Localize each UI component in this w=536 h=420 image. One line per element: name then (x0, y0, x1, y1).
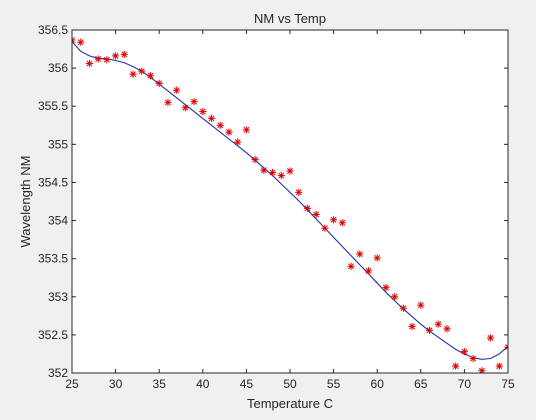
data-point (242, 126, 250, 134)
y-tick-label: 353 (48, 290, 68, 304)
data-point (72, 36, 76, 44)
data-point (452, 362, 460, 370)
y-tick-label: 354.5 (38, 175, 68, 189)
data-point (260, 166, 268, 174)
x-tick-label: 60 (371, 377, 385, 391)
data-point (103, 56, 111, 64)
data-point (181, 104, 189, 112)
data-point (303, 204, 312, 212)
data-point (85, 59, 94, 68)
data-point (425, 326, 434, 334)
data-point (495, 362, 503, 370)
data-point (391, 293, 399, 301)
data-point (155, 79, 163, 87)
y-tick-label: 354 (48, 214, 68, 228)
x-tick-label: 65 (414, 377, 428, 391)
data-point (251, 155, 259, 164)
data-point (486, 334, 495, 342)
chart-title: NM vs Temp (254, 11, 326, 26)
data-point (504, 343, 508, 351)
data-point (277, 171, 285, 180)
tick-layer: 25 30 35 40 45 50 55 60 65 70 75 352 352.5 353 353.5 35… (38, 23, 515, 391)
data-point (408, 322, 416, 331)
data-point (321, 224, 329, 232)
data-point (356, 250, 364, 258)
y-tick-label: 356.5 (38, 23, 68, 37)
x-tick-label: 45 (240, 377, 254, 391)
x-tick-label: 25 (65, 377, 79, 391)
x-tick-label: 40 (196, 377, 210, 391)
data-point (434, 320, 442, 328)
data-point (478, 367, 486, 373)
x-tick-label: 50 (283, 377, 297, 391)
data-point (94, 55, 102, 63)
plot-layer (72, 36, 508, 373)
data-point (138, 67, 146, 75)
y-tick-label: 352 (48, 366, 68, 380)
data-point (146, 72, 155, 80)
x-tick-label: 30 (109, 377, 123, 391)
x-tick-label: 70 (458, 377, 472, 391)
data-point (234, 138, 242, 146)
data-point (207, 114, 216, 123)
data-point (347, 262, 355, 270)
data-point (120, 50, 128, 58)
x-tick-label: 35 (153, 377, 167, 391)
data-point (286, 167, 294, 175)
y-tick-label: 355 (48, 137, 68, 151)
data-point (399, 304, 407, 312)
data-point (216, 121, 224, 129)
x-tick-label: 55 (327, 377, 341, 391)
x-axis-label: Temperature C (247, 396, 333, 411)
y-tick-label: 352.5 (38, 328, 68, 342)
data-point (77, 38, 85, 46)
data-point (164, 98, 172, 107)
data-point (295, 188, 303, 196)
data-point (129, 70, 137, 78)
data-point (443, 325, 451, 333)
data-point (190, 98, 198, 106)
data-point (268, 168, 277, 177)
data-point (469, 354, 477, 363)
data-point (330, 216, 338, 224)
data-point (373, 254, 381, 262)
data-point (338, 219, 346, 227)
data-point (173, 86, 181, 94)
y-tick-label: 353.5 (38, 252, 68, 266)
data-point (112, 52, 120, 60)
data-point (312, 210, 320, 219)
data-point (364, 267, 373, 275)
y-tick-label: 356 (48, 61, 68, 75)
data-point (199, 107, 207, 116)
data-point (460, 348, 468, 356)
data-point (417, 301, 425, 309)
y-tick-label: 355.5 (38, 99, 68, 113)
x-tick-label: 75 (501, 377, 515, 391)
fit-line (72, 41, 508, 360)
data-point (382, 284, 390, 292)
y-axis-label: Wavelength NM (18, 156, 33, 248)
data-point (225, 128, 233, 136)
plot-area (72, 30, 508, 373)
